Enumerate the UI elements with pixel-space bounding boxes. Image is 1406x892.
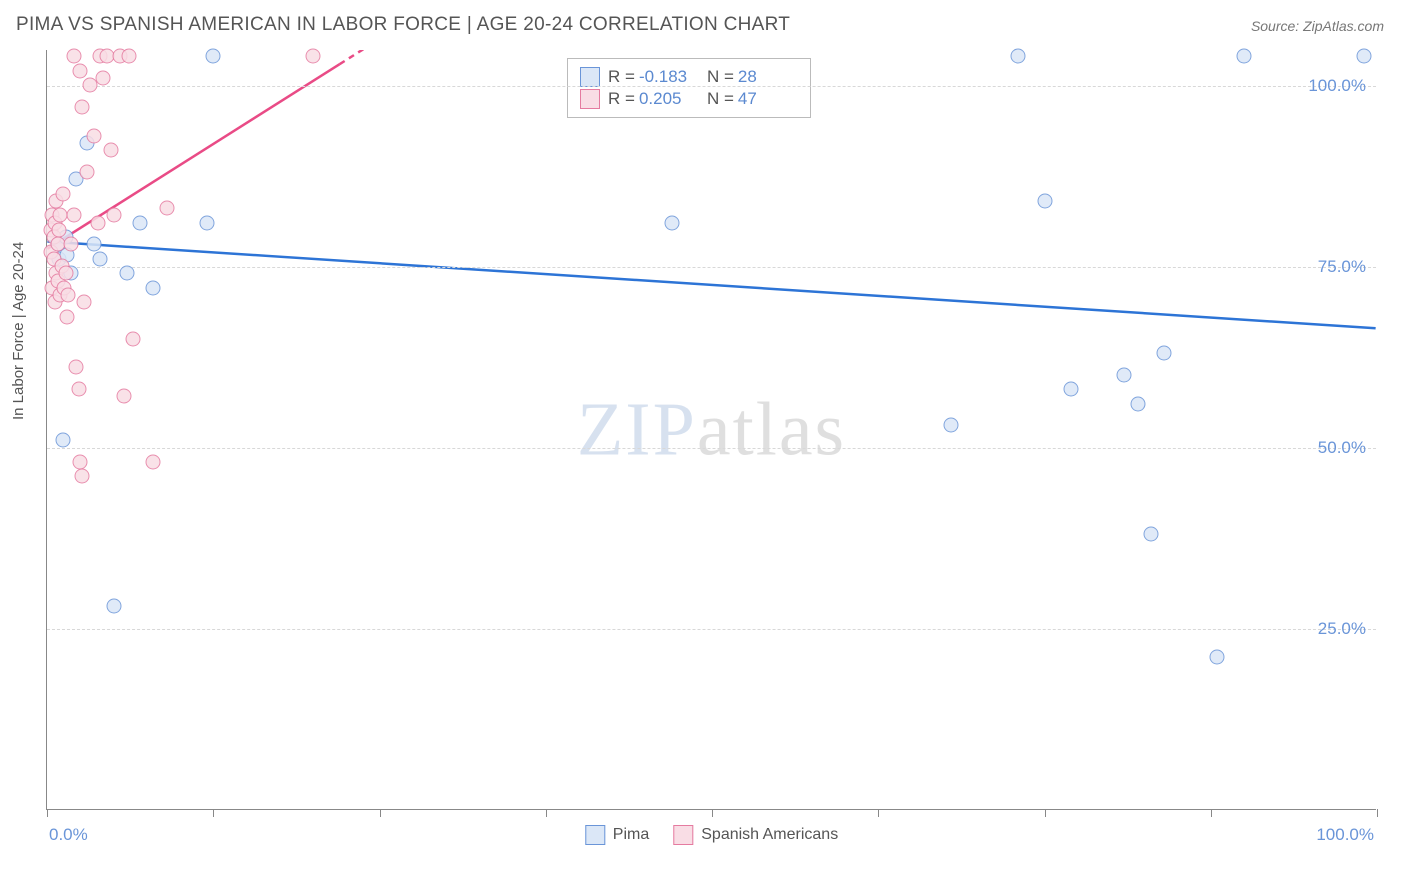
data-point — [199, 215, 214, 230]
data-point — [55, 432, 70, 447]
gridline — [47, 629, 1376, 630]
data-point — [51, 222, 66, 237]
data-point — [55, 186, 70, 201]
x-axis-max-label: 100.0% — [1316, 825, 1374, 845]
data-point — [1356, 49, 1371, 64]
data-point — [86, 237, 101, 252]
data-point — [122, 49, 137, 64]
x-tick — [546, 809, 547, 817]
legend-swatch — [673, 825, 693, 845]
data-point — [103, 143, 118, 158]
data-point — [1130, 396, 1145, 411]
data-point — [77, 295, 92, 310]
legend-correlation: R = -0.183N = 28R = 0.205N = 47 — [567, 58, 811, 118]
data-point — [1143, 526, 1158, 541]
data-point — [106, 208, 121, 223]
gridline — [47, 448, 1376, 449]
data-point — [1210, 650, 1225, 665]
data-point — [1157, 346, 1172, 361]
data-point — [59, 309, 74, 324]
data-point — [1117, 367, 1132, 382]
legend-series: Pima Spanish Americans — [585, 825, 838, 845]
chart-title: PIMA VS SPANISH AMERICAN IN LABOR FORCE … — [16, 14, 790, 36]
data-point — [73, 454, 88, 469]
y-axis-label: In Labor Force | Age 20-24 — [10, 242, 27, 420]
gridline — [47, 267, 1376, 268]
y-tick-label: 75.0% — [1318, 257, 1366, 277]
data-point — [146, 454, 161, 469]
legend-item: Pima — [585, 825, 649, 845]
data-point — [69, 360, 84, 375]
data-point — [1237, 49, 1252, 64]
source-attribution: Source: ZipAtlas.com — [1251, 18, 1384, 34]
y-tick-label: 50.0% — [1318, 438, 1366, 458]
x-axis-min-label: 0.0% — [49, 825, 88, 845]
data-point — [117, 389, 132, 404]
data-point — [1064, 382, 1079, 397]
data-point — [73, 63, 88, 78]
data-point — [206, 49, 221, 64]
data-point — [106, 599, 121, 614]
data-point — [133, 215, 148, 230]
data-point — [146, 280, 161, 295]
data-point — [79, 165, 94, 180]
legend-swatch — [580, 67, 600, 87]
data-point — [1037, 194, 1052, 209]
x-tick — [1377, 809, 1378, 817]
data-point — [306, 49, 321, 64]
plot-area: ZIPatlas R = -0.183N = 28R = 0.205N = 47… — [46, 50, 1376, 810]
legend-swatch — [585, 825, 605, 845]
legend-row: R = -0.183N = 28 — [580, 67, 798, 87]
x-tick — [1211, 809, 1212, 817]
legend-row: R = 0.205N = 47 — [580, 89, 798, 109]
gridline — [47, 86, 1376, 87]
data-point — [58, 266, 73, 281]
trendlines-layer — [47, 50, 1376, 809]
x-tick — [380, 809, 381, 817]
data-point — [74, 99, 89, 114]
data-point — [61, 288, 76, 303]
legend-label: Spanish Americans — [701, 826, 838, 844]
data-point — [63, 237, 78, 252]
x-tick — [878, 809, 879, 817]
data-point — [90, 215, 105, 230]
legend-swatch — [580, 89, 600, 109]
watermark: ZIPatlas — [577, 386, 846, 473]
data-point — [71, 382, 86, 397]
data-point — [159, 201, 174, 216]
y-tick-label: 25.0% — [1318, 619, 1366, 639]
data-point — [66, 208, 81, 223]
y-tick-label: 100.0% — [1308, 76, 1366, 96]
data-point — [119, 266, 134, 281]
data-point — [1010, 49, 1025, 64]
legend-label: Pima — [613, 826, 649, 844]
x-tick — [1045, 809, 1046, 817]
data-point — [74, 469, 89, 484]
data-point — [66, 49, 81, 64]
x-tick — [213, 809, 214, 817]
data-point — [86, 128, 101, 143]
data-point — [95, 70, 110, 85]
data-point — [126, 331, 141, 346]
data-point — [665, 215, 680, 230]
legend-item: Spanish Americans — [673, 825, 838, 845]
x-tick — [712, 809, 713, 817]
x-tick — [47, 809, 48, 817]
data-point — [93, 251, 108, 266]
data-point — [944, 418, 959, 433]
